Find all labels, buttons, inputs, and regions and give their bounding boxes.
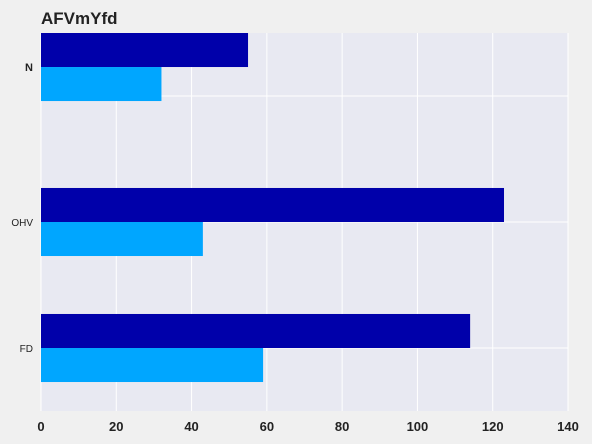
bar-fd-series-1	[41, 313, 471, 348]
bar-ohv-series-2	[41, 222, 203, 257]
bar-n-series-1	[41, 33, 249, 68]
bars	[41, 33, 505, 383]
x-tick-label: 100	[407, 419, 429, 434]
y-tick-label: FD	[20, 344, 33, 355]
x-tick-label: 0	[37, 419, 44, 434]
y-tick-label: OHV	[11, 218, 33, 229]
y-axis-ticks: N OHV FD	[11, 62, 33, 355]
bar-n-series-2	[41, 67, 162, 102]
x-tick-label: 140	[557, 419, 579, 434]
x-axis-ticks: 0 20 40 60 80 100 120 140	[37, 419, 578, 434]
x-tick-label: 60	[260, 419, 274, 434]
x-tick-label: 40	[184, 419, 198, 434]
x-tick-label: 80	[335, 419, 349, 434]
y-tick-label: N	[25, 62, 33, 74]
x-tick-label: 20	[109, 419, 123, 434]
chart-title: AFVmYfd	[41, 9, 118, 28]
bar-ohv-series-1	[41, 187, 505, 222]
x-tick-label: 120	[482, 419, 504, 434]
bar-fd-series-2	[41, 348, 264, 383]
